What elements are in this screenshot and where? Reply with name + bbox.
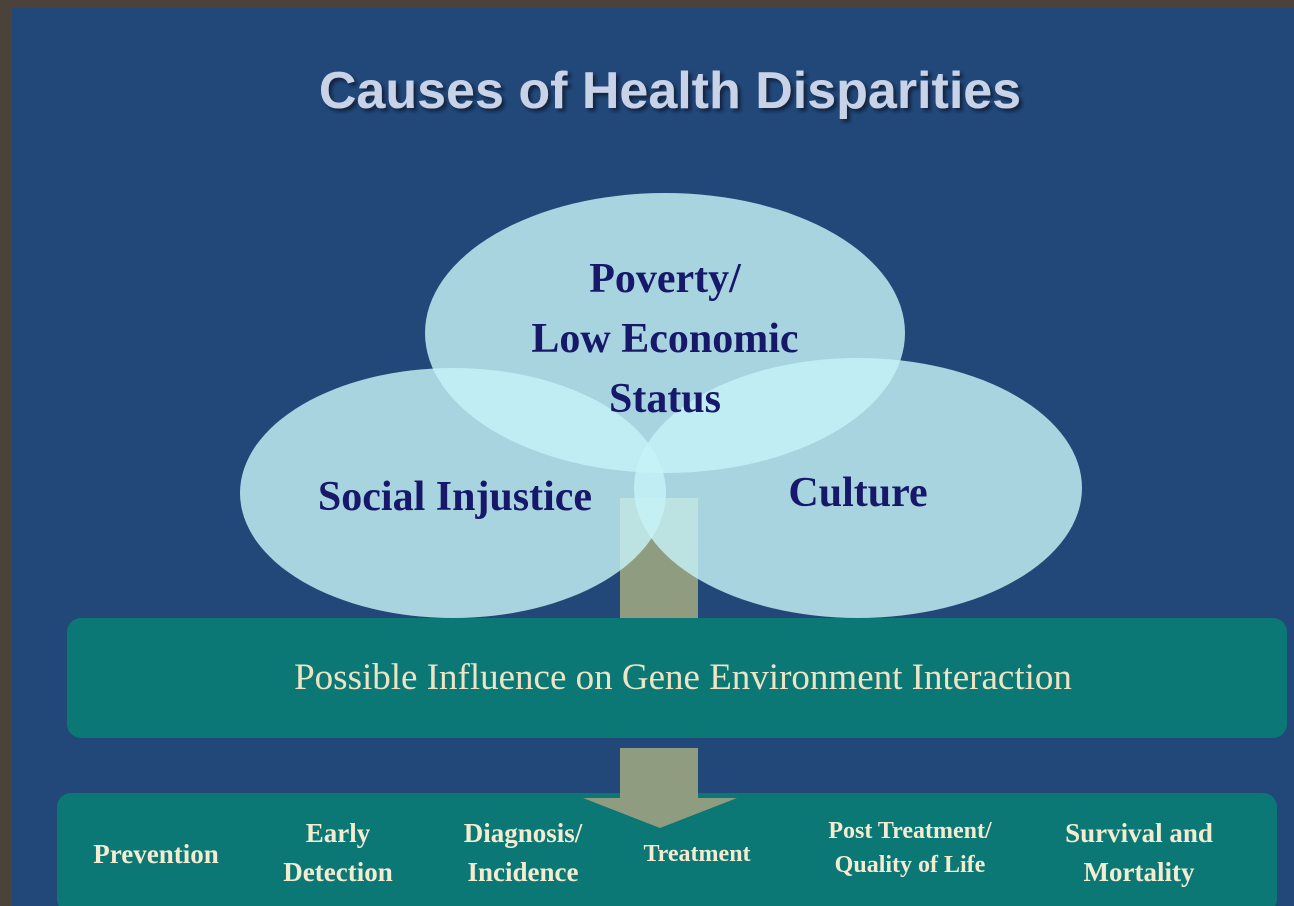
banner-text: Possible Influence on Gene Environment I… (294, 657, 1072, 698)
stage-label: Detection (283, 857, 392, 887)
stage-label: Incidence (468, 857, 579, 887)
stage-label: Survival and (1065, 818, 1213, 848)
arrow-shaft (620, 748, 698, 800)
circle-label: Low Economic (531, 316, 798, 362)
stage-label: Early (306, 818, 371, 848)
stages-box (57, 793, 1277, 906)
title: Causes of Health Disparities (319, 62, 1021, 120)
circle-label: Social Injustice (318, 474, 592, 520)
stage-label: Post Treatment/ (828, 818, 992, 844)
banner-box (67, 618, 1287, 738)
venn (240, 193, 1082, 618)
circle-label: Poverty/ (589, 256, 742, 302)
stage-label: Prevention (93, 839, 218, 869)
stage-label: Quality of Life (835, 852, 986, 878)
stage-label: Diagnosis/ (464, 818, 583, 848)
circle-label: Status (609, 376, 721, 422)
stage-label: Treatment (643, 841, 750, 867)
stage-label: Mortality (1084, 857, 1195, 887)
arrow-head (583, 798, 737, 828)
circle-label: Culture (788, 470, 927, 516)
circle (425, 193, 905, 473)
